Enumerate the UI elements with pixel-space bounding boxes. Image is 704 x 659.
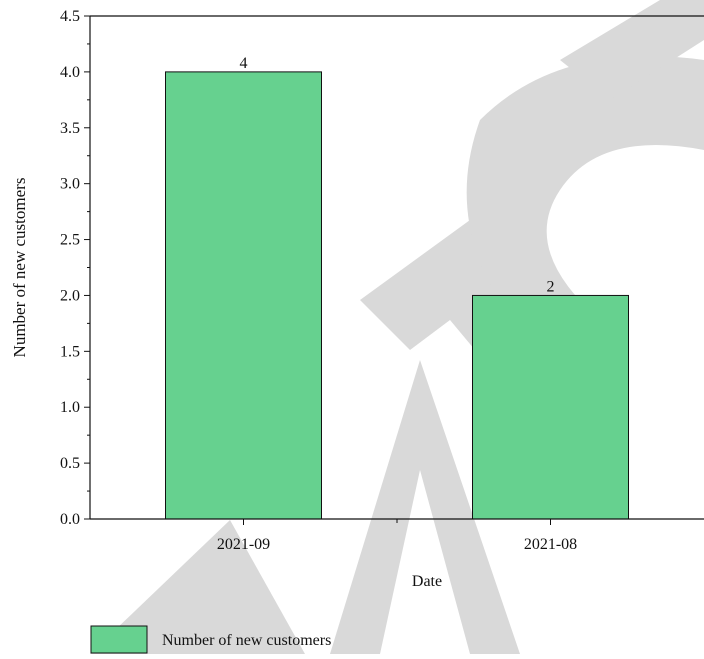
x-tick-label-2021-09: 2021-09 <box>217 536 270 553</box>
y-tick-label: 3.5 <box>60 120 80 137</box>
y-tick-label: 0.5 <box>60 455 80 472</box>
label-layer: 4 2021-09 2 2021-08 0.0 0.5 1.0 1.5 2.0 2.5 3.0 3.5… <box>10 8 577 590</box>
y-tick-label: 3.0 <box>60 176 80 193</box>
y-tick-label: 1.0 <box>60 399 80 416</box>
y-tick-label: 4.0 <box>60 64 80 81</box>
legend: Number of new customers <box>90 625 331 654</box>
legend-label: Number of new customers <box>162 632 331 649</box>
watermark-letter-stroke-2 <box>330 360 520 654</box>
y-tick-label: 4.5 <box>60 8 80 25</box>
y-tick-label: 0.0 <box>60 511 80 528</box>
y-tick-label: 2.5 <box>60 232 80 249</box>
legend-swatch <box>90 625 148 654</box>
y-tick-label: 2.0 <box>60 287 80 304</box>
data-label-2021-08: 2 <box>547 278 555 295</box>
bar-2021-09 <box>165 71 322 520</box>
axis-layer <box>84 15 704 525</box>
watermark-letter-stroke-1 <box>90 520 305 654</box>
x-tick-label-2021-08: 2021-08 <box>524 536 577 553</box>
y-axis-title: Number of new customers <box>10 178 29 358</box>
data-label-2021-09: 4 <box>240 55 248 72</box>
bar-2021-08 <box>472 294 629 520</box>
x-axis-title: Date <box>412 573 442 590</box>
plot-layer <box>165 71 629 520</box>
y-tick-label: 1.5 <box>60 343 80 360</box>
watermark-letter-stroke-4 <box>466 56 704 330</box>
watermark-letter-stroke-5 <box>560 0 704 100</box>
